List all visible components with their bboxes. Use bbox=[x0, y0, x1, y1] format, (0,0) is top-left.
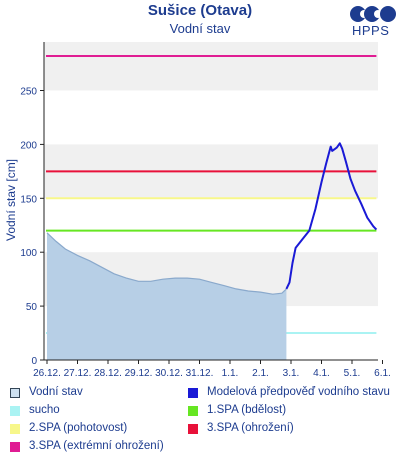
x-tick-label: 30.12. bbox=[155, 368, 183, 379]
legend-swatch bbox=[10, 424, 20, 434]
chart: 0 50 100 150 200 250 26.12. 27.12. 28.12. 29.12.… bbox=[4, 42, 391, 379]
chart-subtitle: Vodní stav bbox=[169, 21, 231, 36]
y-tick-label: 50 bbox=[26, 302, 38, 313]
logo-text: HPPS bbox=[352, 23, 390, 38]
x-tick-label: 29.12. bbox=[125, 368, 153, 379]
series-line-forecast bbox=[285, 142, 378, 290]
chart-title: Sušice (Otava) bbox=[147, 2, 253, 19]
legend-label: Modelová předpověď vodního stavu bbox=[207, 386, 390, 398]
x-tick-label: 3.1. bbox=[283, 368, 300, 379]
y-tick-label: 200 bbox=[20, 140, 37, 151]
legend-label: 1.SPA (bdělost) bbox=[207, 404, 287, 416]
x-tick-label: 27.12. bbox=[64, 368, 92, 379]
y-tick-label: 100 bbox=[20, 248, 37, 259]
legend-label: 3.SPA (ohrožení) bbox=[207, 422, 294, 434]
y-axis-label: Vodní stav [cm] bbox=[4, 159, 18, 241]
y-tick-label: 0 bbox=[31, 356, 37, 367]
hpps-logo bbox=[350, 6, 396, 22]
x-tick-label: 6.1. bbox=[374, 368, 391, 379]
legend-label: 2.SPA (pohotovost) bbox=[29, 422, 128, 434]
x-tick-label: 31.12. bbox=[186, 368, 214, 379]
legend-swatch bbox=[188, 424, 198, 434]
series-line-vodni-stav bbox=[46, 232, 287, 295]
legend-swatch bbox=[10, 442, 20, 452]
x-tick-label: 2.1. bbox=[252, 368, 269, 379]
legend-label: Vodní stav bbox=[29, 386, 83, 398]
legend-swatch bbox=[10, 406, 20, 416]
legend-label: sucho bbox=[29, 404, 60, 416]
x-tick-label: 4.1. bbox=[313, 368, 330, 379]
x-tick-label: 1.1. bbox=[222, 368, 239, 379]
grid-band bbox=[44, 42, 378, 91]
x-tick-label: 28.12. bbox=[94, 368, 122, 379]
y-tick-label: 250 bbox=[20, 87, 37, 98]
legend-swatch bbox=[188, 406, 198, 416]
y-tick-label: 150 bbox=[20, 194, 37, 205]
x-tick-label: 26.12. bbox=[33, 368, 61, 379]
series-area-vodni-stav bbox=[47, 232, 287, 360]
x-tick-label: 5.1. bbox=[344, 368, 361, 379]
legend-label: 3.SPA (extrémní ohrožení) bbox=[29, 440, 164, 452]
legend-swatch bbox=[188, 388, 198, 398]
legend-swatch bbox=[10, 388, 20, 398]
